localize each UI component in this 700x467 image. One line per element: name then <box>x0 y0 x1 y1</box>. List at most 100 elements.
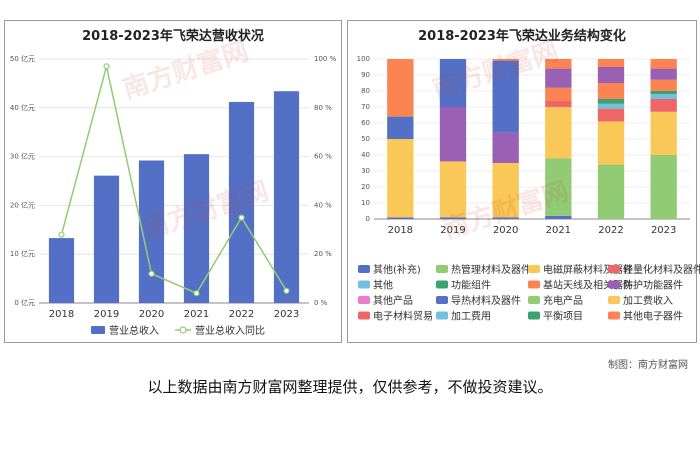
legend-swatch <box>528 296 540 304</box>
x-tick-label: 2021 <box>184 309 209 320</box>
revenue-chart: 0 亿元 10 亿元 20 亿元 30 亿元 40 亿元 50 亿元 0 % 20 % 40 %… <box>10 54 337 337</box>
stack-segment <box>492 60 519 133</box>
legend-label: 营业总收入 <box>109 324 159 337</box>
y-tick-label: 0 <box>366 215 370 223</box>
legend-label: 功能组件 <box>451 279 491 292</box>
y-tick-label: 80 <box>361 87 370 95</box>
legend-label: 轻量化材料及器件 <box>623 263 700 276</box>
credit-label: 制图：南方财富网 <box>608 360 688 371</box>
stack-segment <box>439 59 467 107</box>
bar <box>183 154 210 303</box>
line-point <box>193 290 200 297</box>
legend-label: 其他产品 <box>373 294 413 307</box>
y-tick-label: 30 亿元 <box>10 152 35 161</box>
x-tick-label: 2021 <box>546 225 571 236</box>
legend-label: 营业总收入同比 <box>195 324 265 337</box>
x-tick-label: 2019 <box>440 225 465 236</box>
stack-segment <box>650 68 677 80</box>
x-tick-label: 2022 <box>229 309 254 320</box>
stack-segment <box>650 94 677 99</box>
legend-label: 加工费用 <box>451 310 491 323</box>
y2-tick-label: 0 % <box>314 299 328 307</box>
y-tick-label: 10 亿元 <box>10 249 35 258</box>
y-tick-label: 30 <box>361 167 370 175</box>
legend-swatch <box>358 296 370 304</box>
y2-tick-label: 100 % <box>314 55 337 63</box>
y-tick-label: 0 亿元 <box>14 298 35 307</box>
line-point <box>103 63 110 70</box>
stack-segment <box>597 164 625 219</box>
stack-segment <box>439 161 467 218</box>
legend-label: 热管理材料及器件 <box>451 263 531 276</box>
stack-segment <box>650 111 677 155</box>
stack-segment <box>492 132 519 163</box>
stack-segment <box>545 100 572 107</box>
legend-label: 其他电子器件 <box>623 310 683 323</box>
stack-segment <box>597 83 625 99</box>
stack-segment <box>492 163 519 218</box>
stack-segment <box>545 158 572 216</box>
bar <box>228 101 255 303</box>
x-tick-label: 2018 <box>388 225 413 236</box>
stack-segment <box>650 91 677 95</box>
stack-segment <box>439 107 467 162</box>
legend-swatch <box>358 265 370 273</box>
bar <box>93 175 120 303</box>
stack-segment <box>597 121 625 165</box>
legend-label: 其他(补充) <box>373 263 421 276</box>
x-tick-label: 2019 <box>94 309 119 320</box>
bar <box>48 238 75 303</box>
stack-segment <box>597 108 625 122</box>
stack-segment <box>545 215 572 219</box>
x-tick-label: 2023 <box>651 225 676 236</box>
legend-swatch <box>91 326 105 334</box>
line-point <box>283 287 290 294</box>
revenue-chart-panel: 2018-2023年飞荣达营收状况 0 亿元 10 亿元 20 亿元 30 亿元 40 … <box>4 20 342 343</box>
y-tick-label: 90 <box>361 71 370 79</box>
y-tick-label: 40 亿元 <box>10 103 35 112</box>
legend-swatch <box>436 311 448 320</box>
legend-label: 充电产品 <box>543 294 583 307</box>
legend-swatch <box>608 265 620 273</box>
stack-segment <box>597 59 625 67</box>
x-tick-label: 2023 <box>274 309 299 320</box>
revenue-chart-title: 2018-2023年飞荣达营收状况 <box>82 29 264 44</box>
stack-segment <box>492 59 519 61</box>
structure-chart-panel: 2018-2023年飞荣达业务结构变化 0 10 20 30 40 50 60 70 80 90 1… <box>347 20 700 343</box>
y2-tick-label: 60 % <box>314 153 332 161</box>
y2-tick-label: 40 % <box>314 201 332 209</box>
legend-marker <box>179 326 187 334</box>
stack-segment <box>387 139 414 218</box>
y2-tick-label: 80 % <box>314 104 332 112</box>
legend-swatch <box>608 311 620 320</box>
legend-swatch <box>528 311 540 320</box>
legend-label: 电子材料贸易 <box>373 310 433 323</box>
legend-swatch <box>358 311 370 320</box>
legend-swatch <box>608 296 620 304</box>
disclaimer-text: 以上数据由南方财富网整理提供，仅供参考，不做投资建议。 <box>147 378 553 396</box>
x-tick-label: 2022 <box>598 225 623 236</box>
legend-label: 导热材料及器件 <box>451 294 521 307</box>
y2-tick-label: 20 % <box>314 250 332 258</box>
y-tick-label: 60 <box>361 119 370 127</box>
legend-label: 加工费收入 <box>623 294 673 307</box>
stack-segment <box>597 99 625 104</box>
y-tick-label: 50 亿元 <box>10 54 35 63</box>
line-point <box>238 214 245 221</box>
legend-swatch <box>358 280 370 289</box>
line-point <box>58 231 65 238</box>
legend-swatch <box>436 296 448 304</box>
y-tick-label: 40 <box>361 151 370 159</box>
legend-label: 其他 <box>373 279 393 292</box>
stack-segment <box>597 67 625 83</box>
x-tick-label: 2020 <box>139 309 164 320</box>
line-point <box>148 270 155 277</box>
stack-segment <box>387 116 414 139</box>
bar <box>273 91 300 303</box>
y-tick-label: 50 <box>361 135 370 143</box>
legend-swatch <box>436 265 448 273</box>
legend-label: 平衡项目 <box>543 311 583 323</box>
stack-segment <box>492 217 519 219</box>
y-tick-label: 20 <box>361 183 370 191</box>
stack-segment <box>597 103 625 109</box>
